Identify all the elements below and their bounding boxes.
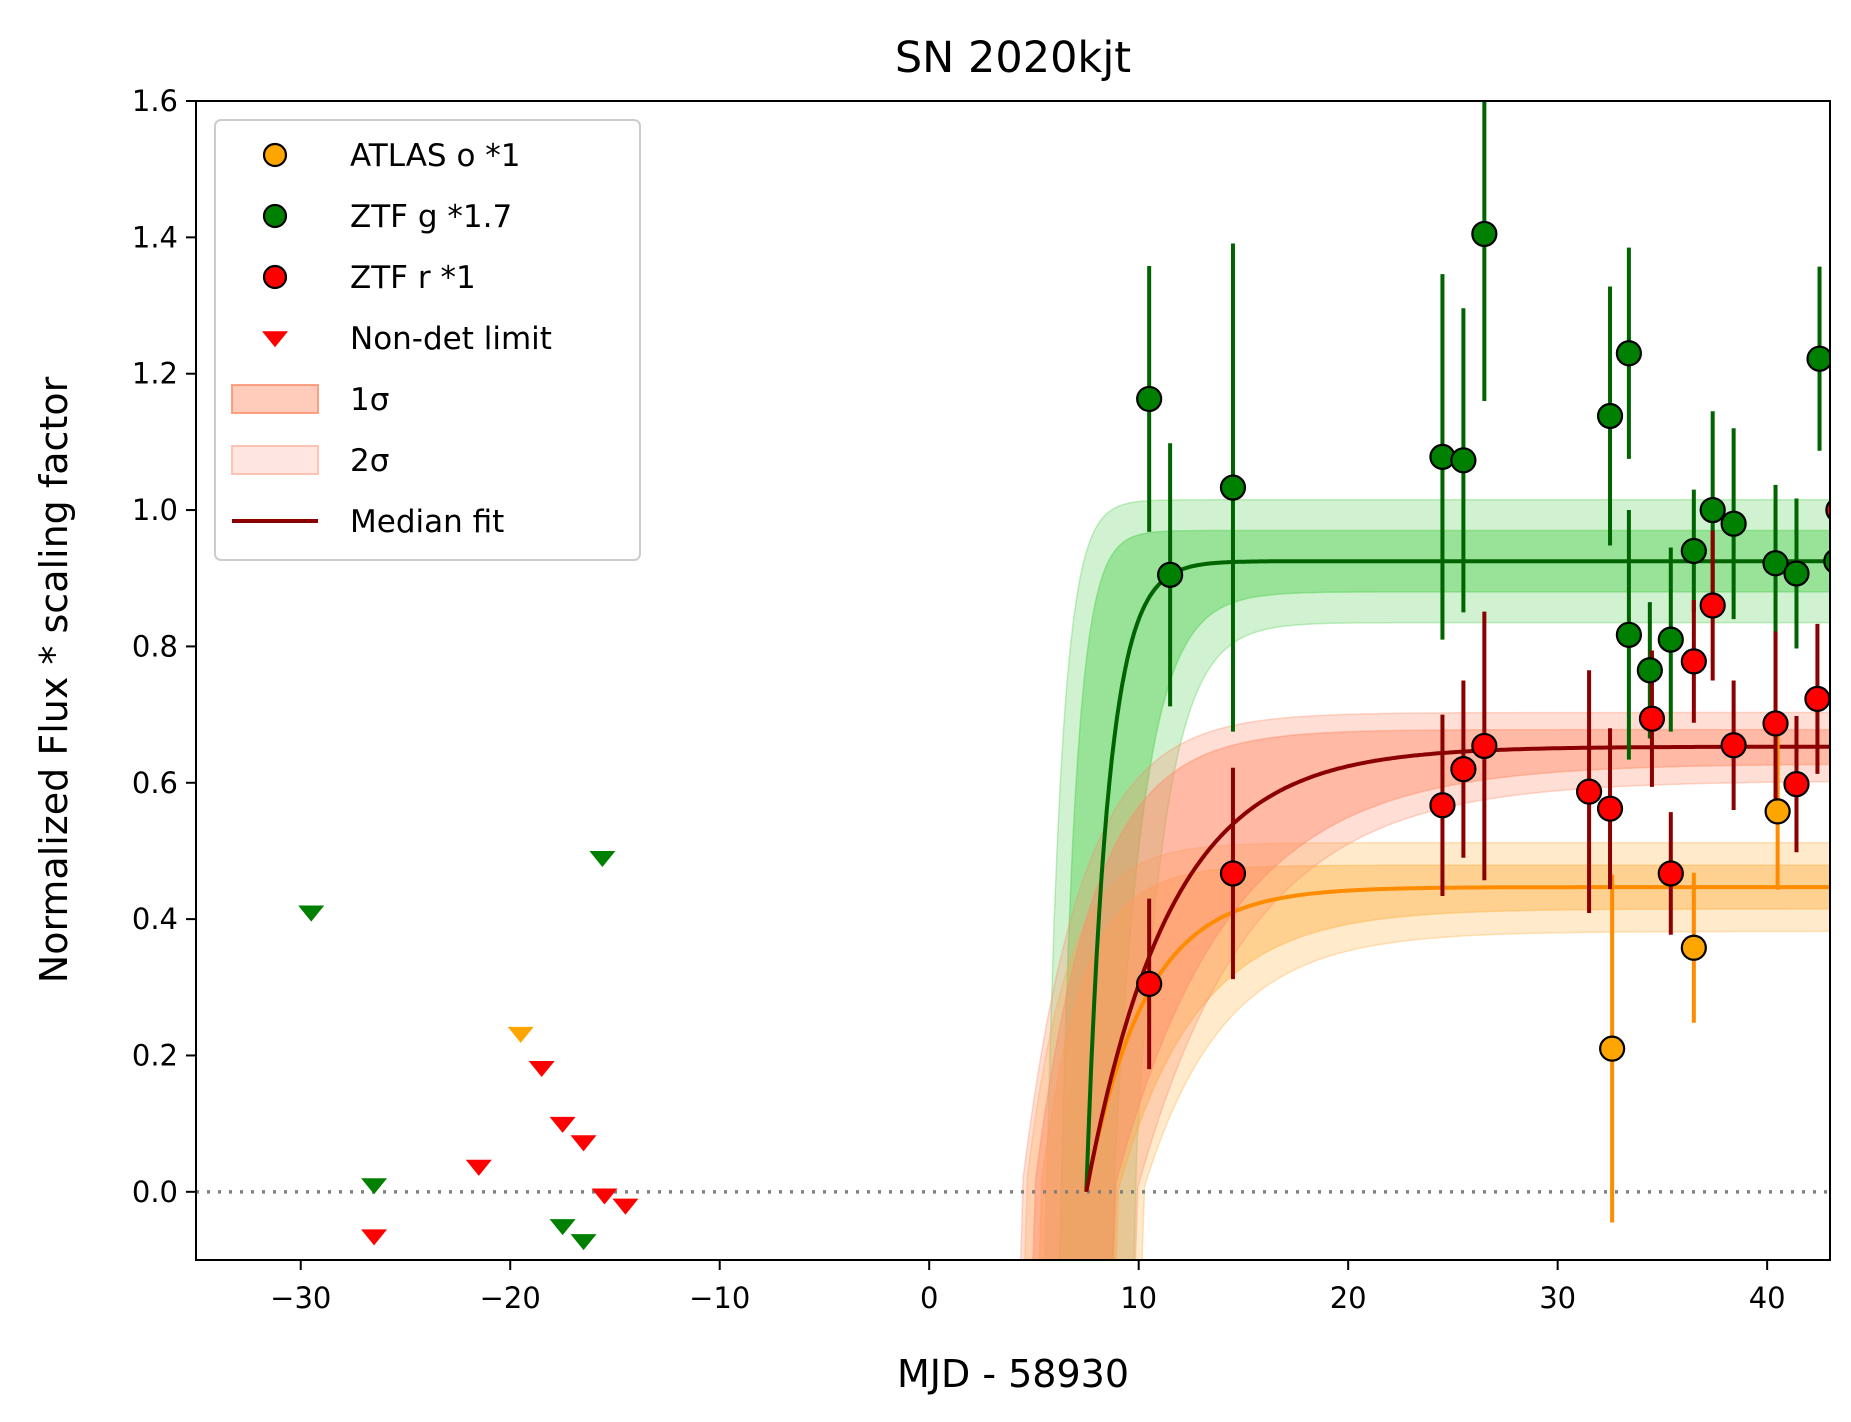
- y-axis-label: Normalized Flux * scaling factor: [32, 376, 76, 983]
- non-det-marker: [507, 1026, 534, 1043]
- legend-marker: [262, 203, 288, 229]
- legend-label: 1σ: [350, 382, 389, 418]
- data-point: [1657, 860, 1684, 887]
- point-markers: [1136, 220, 1830, 1062]
- legend-label: Non-det limit: [350, 321, 552, 357]
- x-axis: −30 −20 −10 0 10 20 30 40: [270, 1260, 1786, 1315]
- non-det-marker: [570, 1135, 597, 1152]
- data-point: [1450, 447, 1477, 474]
- legend-frame: [214, 119, 641, 561]
- fit-band-1sigma: [1038, 864, 1830, 1260]
- y-tick-label: 1.0: [132, 493, 178, 527]
- data-point: [1219, 474, 1247, 501]
- non-det-marker: [298, 905, 325, 922]
- chart-title: SN 2020kjt: [895, 33, 1131, 83]
- plot-area: [196, 101, 1830, 1260]
- non-det-marker: [361, 1178, 388, 1195]
- y-tick-label: 1.4: [132, 220, 178, 254]
- median-fit-line: [1084, 885, 1830, 1193]
- data-point: [1720, 732, 1747, 759]
- legend-items: ATLAS o *1 ZTF g *1.7 ZTF r *1 Non-det limi…: [231, 138, 552, 540]
- data-point: [1471, 220, 1498, 248]
- fit-band-2sigma: [1044, 499, 1830, 1260]
- fit-band-1sigma: [1058, 529, 1830, 1260]
- data-point: [1157, 561, 1184, 588]
- non-det-marker: [549, 1116, 576, 1133]
- non-det-marker: [589, 850, 616, 868]
- data-point: [1471, 732, 1498, 760]
- data-point: [1596, 795, 1624, 822]
- data-point: [1429, 792, 1456, 819]
- y-tick-label: 0.4: [132, 902, 178, 936]
- y-tick-label: 1.2: [132, 357, 178, 391]
- x-axis-label: MJD - 58930: [897, 1352, 1129, 1396]
- data-point: [1680, 537, 1707, 565]
- data-point: [1783, 560, 1810, 587]
- non-det-marker: [570, 1234, 597, 1251]
- legend: ATLAS o *1 ZTF g *1.7 ZTF r *1 Non-det limi…: [214, 119, 641, 561]
- data-point: [1804, 685, 1830, 713]
- y-tick-label: 0.0: [132, 1175, 178, 1209]
- legend-marker: [262, 264, 288, 290]
- data-point: [1219, 860, 1247, 887]
- x-tick-label: 30: [1539, 1281, 1576, 1315]
- data-point: [1823, 549, 1830, 573]
- legend-label: 2σ: [350, 443, 389, 479]
- non-det-marker: [465, 1159, 492, 1176]
- non-det-marker: [549, 1219, 576, 1236]
- data-point: [1615, 340, 1642, 367]
- y-tick-label: 0.2: [132, 1038, 178, 1072]
- data-point: [1575, 778, 1603, 805]
- x-tick-label: −20: [480, 1281, 541, 1315]
- data-point: [1599, 1035, 1626, 1062]
- nondet-markers: [298, 850, 639, 1251]
- x-tick-label: 10: [1120, 1281, 1157, 1315]
- non-det-marker: [361, 1229, 388, 1246]
- y-tick-label: 0.8: [132, 629, 178, 663]
- x-tick-label: 40: [1749, 1281, 1786, 1315]
- non-det-marker: [528, 1060, 555, 1078]
- non-det-marker: [591, 1188, 618, 1205]
- x-tick-label: −30: [270, 1281, 331, 1315]
- data-point: [1636, 657, 1663, 684]
- legend-label: Median fit: [350, 504, 504, 540]
- data-point: [1783, 771, 1810, 798]
- legend-marker: [262, 142, 288, 168]
- data-point: [1596, 402, 1624, 430]
- legend-label: ZTF g *1.7: [350, 199, 512, 235]
- data-point: [1657, 626, 1684, 653]
- legend-label: ATLAS o *1: [350, 138, 521, 174]
- y-tick-label: 0.6: [132, 766, 178, 800]
- median-fit-line: [1084, 559, 1830, 1192]
- data-point: [1638, 705, 1666, 732]
- data-point: [1806, 345, 1830, 372]
- data-point: [1450, 756, 1477, 783]
- legend-label: ZTF r *1: [350, 260, 476, 296]
- data-point: [1615, 621, 1642, 648]
- x-tick-label: 20: [1330, 1281, 1367, 1315]
- data-point: [1699, 496, 1726, 524]
- x-tick-label: 0: [920, 1281, 938, 1315]
- legend-swatch: [231, 445, 319, 475]
- legend-swatch: [231, 384, 319, 414]
- data-point: [1680, 648, 1707, 675]
- data-point: [1699, 592, 1726, 619]
- legend-marker: [262, 331, 288, 348]
- data-point: [1762, 710, 1789, 737]
- non-det-marker: [612, 1198, 639, 1215]
- y-tick-label: 1.6: [132, 84, 178, 118]
- plot-frame: [195, 100, 1831, 1261]
- fit-band-2sigma: [1024, 842, 1830, 1260]
- data-point: [1136, 385, 1163, 413]
- y-axis: 0.0 0.2 0.4 0.6 0.8 1.0 1.2 1.4 1.6: [132, 84, 196, 1209]
- fit-band-2sigma: [1020, 711, 1830, 1260]
- data-point: [1680, 934, 1707, 961]
- data-point: [1762, 550, 1789, 577]
- data-point: [1764, 798, 1791, 825]
- data-point: [1720, 510, 1747, 537]
- data-point: [1136, 970, 1163, 997]
- x-tick-label: −10: [689, 1281, 750, 1315]
